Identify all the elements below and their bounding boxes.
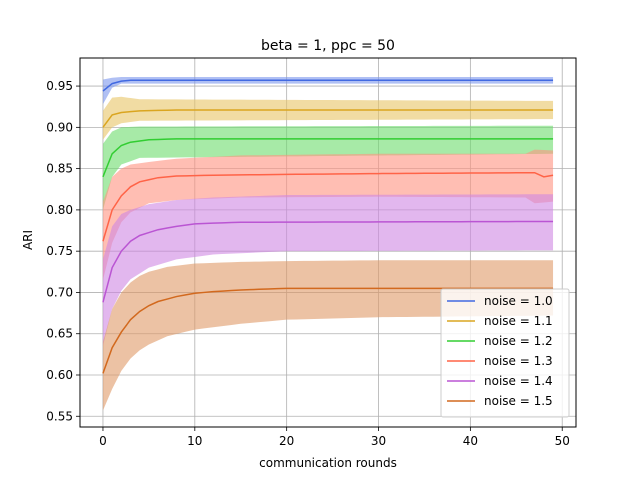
confidence-band-2 <box>102 96 554 140</box>
plot-area <box>79 57 577 428</box>
legend-label: noise = 1.5 <box>484 394 553 408</box>
confidence-band-3 <box>102 125 554 210</box>
series-line-2 <box>102 109 554 128</box>
legend-label: noise = 1.2 <box>484 334 553 348</box>
series-line-6 <box>102 287 554 374</box>
y-axis-label: ARI <box>21 230 35 250</box>
series-line-3 <box>102 138 554 178</box>
series-line-5 <box>102 220 554 303</box>
y-tick-label: 0.65 <box>46 327 73 341</box>
x-tick-label: 20 <box>279 434 294 448</box>
x-tick-label: 30 <box>371 434 386 448</box>
x-tick-label: 40 <box>463 434 478 448</box>
y-tick-label: 0.75 <box>46 244 73 258</box>
legend-label: noise = 1.1 <box>484 314 553 328</box>
chart-title: beta = 1, ppc = 50 <box>261 38 395 54</box>
x-tick-label: 0 <box>99 434 107 448</box>
legend-label: noise = 1.3 <box>484 354 553 368</box>
x-axis-label: communication rounds <box>259 456 397 470</box>
y-tick-label: 0.95 <box>46 79 73 93</box>
series-line-1 <box>102 79 554 92</box>
plot-frame <box>79 57 577 428</box>
y-tick-label: 0.60 <box>46 368 73 382</box>
y-tick-label: 0.85 <box>46 162 73 176</box>
y-axis-ticks: 0.55 0.60 0.65 0.70 0.75 0.80 0.85 0.90 0.95 <box>46 79 80 423</box>
x-tick-label: 10 <box>187 434 202 448</box>
legend-label: noise = 1.4 <box>484 374 553 388</box>
series-line-4 <box>102 171 554 242</box>
y-tick-label: 0.80 <box>46 203 73 217</box>
y-tick-label: 0.70 <box>46 285 73 299</box>
y-tick-label: 0.90 <box>46 120 73 134</box>
legend-label: noise = 1.0 <box>484 294 553 308</box>
series-lines <box>102 79 554 374</box>
x-axis-ticks: 0 10 20 30 40 50 <box>99 427 570 448</box>
confidence-band-4 <box>102 149 554 281</box>
confidence-band-5 <box>102 194 554 347</box>
legend: noise = 1.0 noise = 1.1 noise = 1.2 noise =… <box>440 288 570 418</box>
y-tick-label: 0.55 <box>46 409 73 423</box>
x-tick-label: 50 <box>555 434 570 448</box>
